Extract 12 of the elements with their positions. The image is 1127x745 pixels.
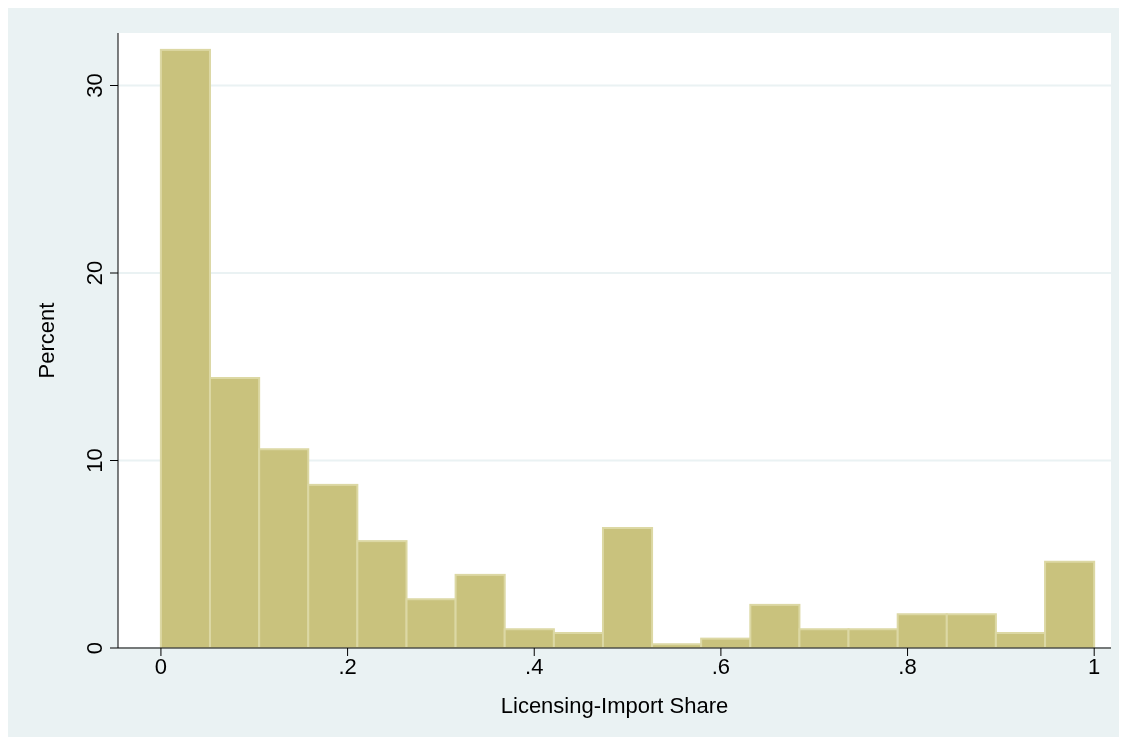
y-axis-title: Percent: [33, 302, 59, 379]
x-tick-label: .8: [898, 653, 917, 679]
y-tick-label: 10: [82, 448, 107, 473]
x-axis-title: Licensing-Import Share: [500, 693, 729, 718]
x-tick-label: 0: [154, 653, 168, 679]
x-tick-label: .2: [338, 653, 357, 679]
x-tick-label: .4: [525, 653, 544, 679]
x-tick-label: .6: [711, 653, 731, 679]
y-tick-label: 0: [82, 641, 107, 655]
x-tick-label: 1: [1088, 653, 1101, 679]
y-tick-label: 30: [82, 73, 107, 98]
y-tick-label: 20: [82, 260, 107, 286]
